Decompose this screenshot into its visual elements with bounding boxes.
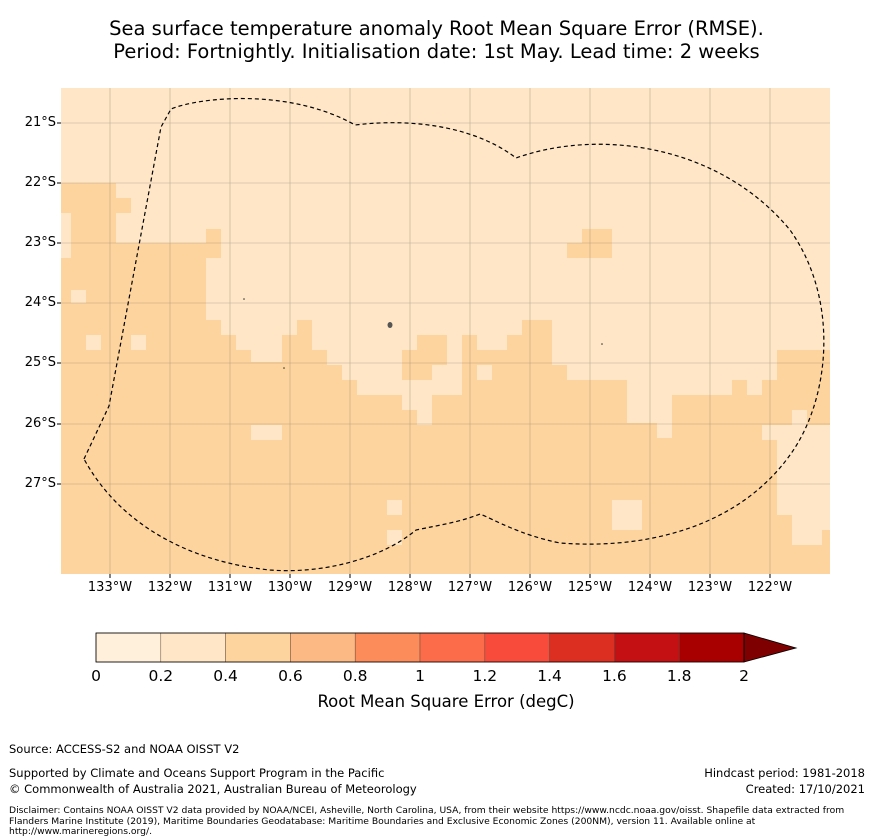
support-text: Supported by Climate and Oceans Support …: [9, 766, 385, 780]
colorbar-tick-label: 0.8: [342, 667, 368, 685]
disclaimer-text: Disclaimer: Contains NOAA OISST V2 data …: [9, 805, 845, 837]
lat-tick-label: 26°S: [24, 416, 56, 431]
map-patch: [251, 425, 282, 440]
map-region-mid: [61, 183, 830, 574]
hindcast-period-text: Hindcast period: 1981-2018: [704, 766, 865, 780]
copyright-text: © Commonwealth of Australia 2021, Austra…: [9, 782, 417, 796]
map-patch: [357, 365, 492, 425]
colorbar-swatch: [614, 632, 680, 663]
map-patch: [777, 440, 830, 545]
lon-tick-label: 125°W: [567, 580, 613, 595]
map-patch: [71, 290, 86, 303]
source-text: Source: ACCESS-S2 and NOAA OISST V2: [9, 742, 240, 756]
map-patch: [792, 410, 807, 425]
map-patch: [612, 500, 642, 530]
island: [601, 343, 603, 345]
colorbar-swatch: [549, 632, 615, 663]
island: [387, 322, 393, 328]
colorbar-tick-label: 1.4: [537, 667, 562, 685]
colorbar-frame: [95, 632, 745, 663]
lat-tick-label: 21°S: [24, 115, 56, 130]
map-patch: [762, 425, 830, 440]
colorbar-tick-label: 0.2: [148, 667, 174, 685]
lat-tick-label: 25°S: [24, 355, 56, 370]
colorbar-swatch: [484, 632, 550, 663]
lon-tick-label: 122°W: [747, 580, 793, 595]
colorbar-swatch: [354, 632, 421, 663]
lon-tick-label: 124°W: [627, 580, 673, 595]
colorbar-extend-arrow: [743, 632, 798, 663]
lat-tick-label: 23°S: [24, 235, 56, 250]
map-patch: [61, 213, 71, 258]
lon-tick-label: 127°W: [447, 580, 493, 595]
colorbar-tick-label: 0: [91, 667, 101, 685]
colorbar-tick-label: 1.2: [472, 667, 498, 685]
colorbar-tick-label: 1.8: [666, 667, 692, 685]
created-date-text: Created: 17/10/2021: [745, 782, 865, 796]
chart-title-line-1: Sea surface temperature anomaly Root Mea…: [109, 17, 764, 40]
lon-tick-label: 133°W: [87, 580, 133, 595]
map-patch: [567, 229, 612, 258]
colorbar-swatch: [678, 632, 745, 663]
colorbar-swatch: [225, 632, 291, 663]
graticule: [61, 88, 830, 574]
colorbar-swatch: [419, 632, 486, 663]
colorbar-tick-label: 0.4: [213, 667, 238, 685]
colorbar-tick-label: 0.6: [278, 667, 303, 685]
map-patch: [86, 335, 101, 350]
chart-title-line-2: Period: Fortnightly. Initialisation date…: [113, 40, 760, 63]
colorbar-label: Root Mean Square Error (degC): [317, 692, 575, 711]
eez-boundary: [83, 97, 825, 572]
lon-tick-label: 130°W: [267, 580, 313, 595]
lon-tick-label: 128°W: [387, 580, 433, 595]
lat-tick-label: 22°S: [24, 175, 56, 190]
colorbar-tick-label: 1: [415, 667, 425, 685]
colorbar-tick-label: 1.6: [602, 667, 627, 685]
colorbar-swatch: [160, 632, 226, 663]
map-patch: [131, 335, 146, 350]
lon-tick-label: 131°W: [207, 580, 253, 595]
colorbar-swatch: [95, 632, 162, 663]
lon-tick-label: 123°W: [687, 580, 733, 595]
colorbar-tick-label: 2: [739, 667, 749, 685]
lon-tick-label: 129°W: [327, 580, 373, 595]
island: [243, 298, 245, 300]
lat-tick-label: 27°S: [24, 476, 56, 491]
map-patch: [387, 530, 402, 545]
island: [283, 367, 285, 369]
map-patch: [387, 500, 402, 515]
colorbar-swatch: [290, 632, 356, 663]
lon-tick-label: 126°W: [507, 580, 553, 595]
lat-tick-label: 24°S: [24, 295, 56, 310]
lon-tick-label: 132°W: [147, 580, 193, 595]
